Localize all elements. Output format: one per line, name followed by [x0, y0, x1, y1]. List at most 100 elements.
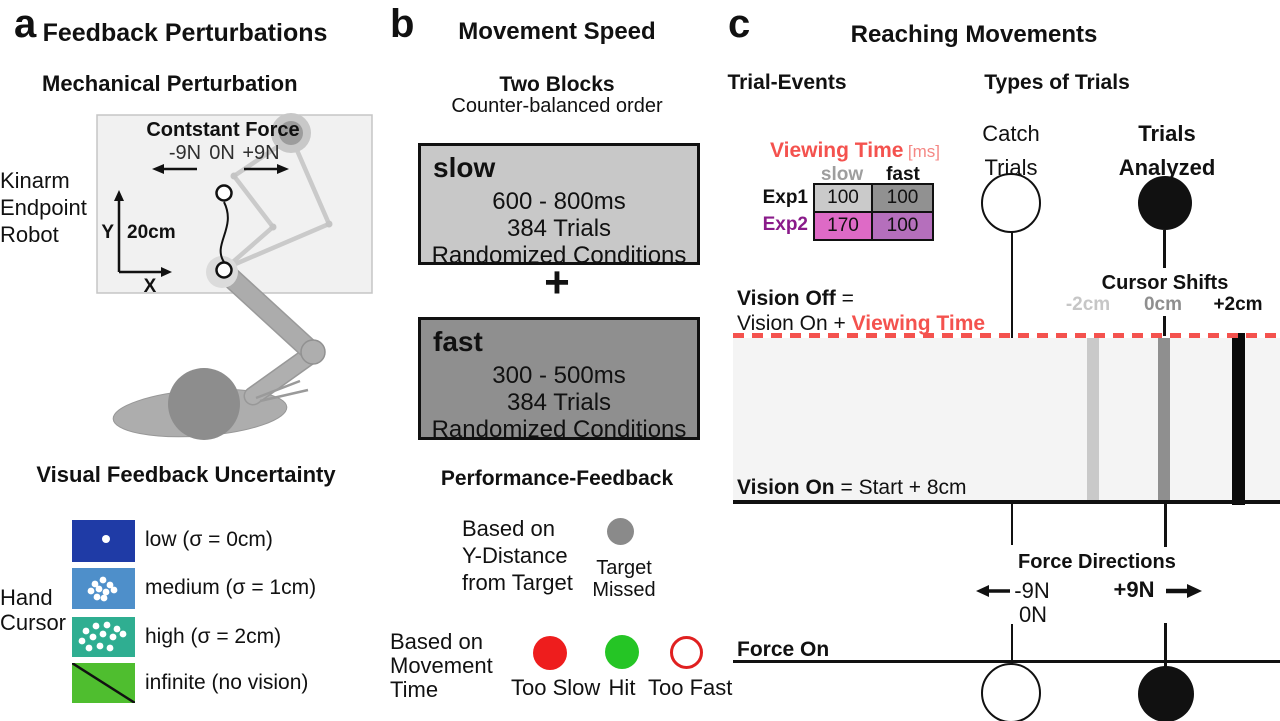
arm-strut	[259, 388, 309, 403]
force-pos9n: +9N	[1113, 577, 1155, 602]
types-of-trials-heading: Types of Trials	[984, 71, 1130, 94]
mechanical-perturbation-heading: Mechanical Perturbation	[42, 71, 298, 96]
shift-neg2cm-label: -2cm	[1065, 294, 1111, 315]
hand-path	[219, 201, 229, 263]
robot-link	[218, 265, 320, 360]
panel-a-letter: a	[14, 2, 37, 46]
viewing-time-title: Viewing Time [ms]	[765, 139, 945, 163]
elbow-joint	[300, 339, 326, 365]
start-circle-bottom	[215, 261, 233, 279]
catch-trials-line1: Catch	[982, 121, 1040, 146]
legend-label-infinite: infinite (no vision)	[145, 671, 309, 694]
movement-time-line2: Movement	[390, 653, 493, 678]
fast-duration: 300 - 500ms	[492, 362, 626, 389]
movement-time-line3: Time	[390, 677, 439, 702]
vision-off-dashed-line	[733, 333, 1280, 338]
analyzed-line-bottom	[1164, 623, 1167, 668]
y-length-label: 20cm	[127, 222, 176, 243]
catch-trial-line-lower	[1011, 624, 1013, 667]
force-0n-label: 0N	[209, 142, 235, 164]
force-right-arrow-icon	[1166, 584, 1202, 598]
hit-label: Hit	[608, 675, 636, 700]
two-blocks-heading: Two Blocks	[499, 73, 615, 96]
vision-off-line2: Vision On + Viewing Time	[737, 312, 985, 336]
cursor-dot-icon	[102, 535, 110, 543]
catch-trial-end-circle	[981, 663, 1041, 721]
vision-on-bold: Vision On	[737, 476, 835, 499]
too-fast-label: Too Fast	[648, 675, 733, 700]
force-directions-heading: Force Directions	[1018, 551, 1176, 573]
panel-c-title: Reaching Movements	[850, 21, 1098, 48]
right-arrowhead-icon	[277, 164, 289, 174]
force-pos9n-label: +9N	[242, 142, 280, 164]
analyzed-line-below	[1164, 503, 1167, 547]
vision-off-bold: Vision Off	[737, 287, 836, 310]
hit-circle	[605, 635, 639, 669]
panel-c-letter: c	[728, 2, 751, 46]
cursor-cloud-high-icon	[78, 621, 127, 652]
y-distance-line2: Y-Distance	[462, 543, 568, 568]
panel-b-title: Movement Speed	[458, 18, 656, 45]
movement-time-line1: Based on	[390, 629, 483, 654]
no-vision-slash-icon	[72, 663, 135, 703]
target-missed-label: Target Missed	[584, 557, 664, 601]
arm-strut	[255, 379, 301, 400]
shift-bar-neg2cm	[1087, 338, 1099, 501]
viewing-time-unit: [ms]	[907, 142, 940, 161]
kinarm-line3: Robot	[0, 222, 59, 247]
hand-cursor-line1: Hand	[0, 585, 53, 610]
target-missed-line1: Target	[596, 557, 652, 579]
cell-exp1-fast: 100	[873, 185, 932, 213]
force-on-line	[733, 660, 1280, 663]
performance-feedback-heading: Performance-Feedback	[440, 467, 674, 490]
col-header-fast: fast	[886, 164, 920, 185]
trials-analyzed-label: Trials Analyzed	[1117, 117, 1217, 185]
analyzed-trial-end-circle	[1138, 666, 1194, 721]
vision-on-label: Vision On = Start + 8cm	[737, 476, 967, 500]
slow-block-name: slow	[433, 152, 496, 183]
cell-exp2-slow: 170	[815, 213, 873, 239]
cursor-shifts-heading: Cursor Shifts	[1101, 272, 1229, 294]
kinarm-line2: Endpoint	[0, 195, 87, 220]
trial-events-heading: Trial-Events	[727, 71, 847, 94]
cell-exp2-fast: 100	[873, 213, 932, 239]
shift-pos2cm-label: +2cm	[1213, 294, 1263, 315]
vision-off-line1: Vision Off =	[737, 287, 854, 311]
xy-axes	[117, 198, 164, 274]
analyzed-line-mid	[1163, 316, 1166, 336]
viewing-time-red-text: Viewing Time	[851, 312, 986, 335]
vision-on-rest: = Start + 8cm	[834, 476, 967, 499]
legend-label-high: high (σ = 2cm)	[145, 625, 282, 648]
slow-block-box: slow 600 - 800ms 384 Trials Randomized C…	[418, 143, 700, 269]
row-header-exp1: Exp1	[762, 187, 808, 208]
vision-off-eq: =	[835, 287, 854, 310]
fast-trials: 384 Trials	[506, 389, 612, 416]
left-arrowhead-icon	[152, 164, 164, 174]
legend-swatch-infinite	[72, 663, 135, 703]
force-neg9n: -9N	[1014, 578, 1050, 603]
fast-conditions: Randomized Conditions	[431, 416, 687, 443]
legend-swatch-low	[72, 520, 135, 562]
analyzed-line-top	[1163, 230, 1166, 268]
analyzed-trial-circle	[1138, 176, 1192, 230]
y-axis-label: Y	[101, 222, 114, 243]
linkage-joint	[230, 172, 238, 180]
plus-sign: +	[544, 258, 570, 307]
y-distance-label: Based on Y-Distance from Target	[462, 515, 582, 596]
target-missed-circle	[607, 518, 634, 545]
motor-inner	[279, 121, 303, 145]
kinarm-robot-drawing	[96, 113, 373, 440]
target-missed-line2: Missed	[592, 579, 656, 601]
trials-analyzed-line1: Trials	[1138, 121, 1196, 146]
force-on-label: Force On	[737, 638, 830, 661]
row-header-exp2: Exp2	[762, 214, 808, 235]
slow-trials: 384 Trials	[506, 215, 612, 242]
catch-trials-label: Catch Trials	[961, 117, 1061, 185]
x-axis-label: X	[143, 276, 157, 297]
legend-label-low: low (σ = 0cm)	[145, 528, 273, 551]
force-left-arrow-icon	[976, 585, 1010, 597]
fast-block-details: 300 - 500ms 384 Trials Randomized Condit…	[421, 362, 697, 443]
trials-analyzed-line2: Analyzed	[1118, 155, 1216, 180]
kinarm-line1: Kinarm	[0, 168, 70, 193]
head	[168, 368, 240, 440]
